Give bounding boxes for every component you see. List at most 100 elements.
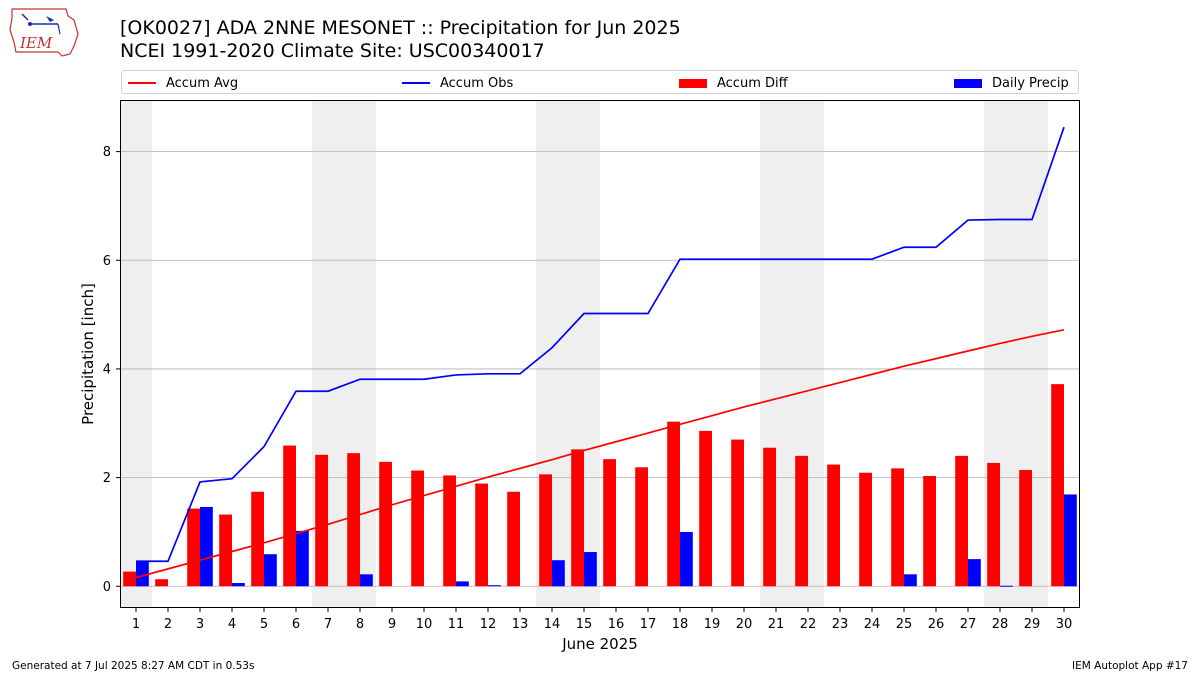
x-tick-label-17: 17	[640, 617, 657, 632]
legend-item-accum-diff: Accum Diff	[679, 74, 788, 92]
y-axis-label: Precipitation [inch]	[79, 283, 97, 425]
x-tick-label-7: 7	[324, 617, 332, 632]
legend-label-accum-diff: Accum Diff	[717, 75, 788, 91]
accum-diff-bar-22	[795, 455, 808, 587]
x-tick-label-18: 18	[672, 617, 689, 632]
legend-label-daily-precip: Daily Precip	[992, 75, 1069, 91]
x-tick-label-27: 27	[960, 617, 977, 632]
accum-diff-bar-5	[251, 491, 264, 587]
daily-precip-bar-25	[904, 574, 917, 587]
accum-diff-bar-19	[699, 430, 712, 587]
logo-text: IEM	[19, 34, 53, 52]
chart-title: [OK0027] ADA 2NNE MESONET :: Precipitati…	[120, 17, 681, 39]
app-credit: IEM Autoplot App #17	[1072, 660, 1188, 672]
accum-diff-bar-7	[315, 454, 328, 587]
daily-precip-bar-1	[136, 561, 149, 587]
daily-precip-bar-18	[680, 531, 693, 587]
generated-timestamp: Generated at 7 Jul 2025 8:27 AM CDT in 0…	[12, 660, 255, 672]
accum-diff-bar-18	[667, 421, 680, 587]
daily-precip-bar-27	[968, 559, 981, 587]
accum-diff-bar-29	[1019, 469, 1032, 587]
accum-diff-bar-30	[1051, 384, 1064, 587]
accum-diff-bar-9	[379, 461, 392, 587]
accum-diff-bar-16	[603, 459, 616, 587]
accum-diff-bar-21	[763, 447, 776, 587]
iem-logo: IEM	[9, 8, 79, 57]
x-tick-label-11: 11	[448, 617, 465, 632]
y-axis: 0 2 4 6 8	[103, 145, 120, 595]
y-tick-label-8: 8	[103, 145, 111, 160]
x-tick-label-14: 14	[544, 617, 561, 632]
x-tick-label-28: 28	[992, 617, 1009, 632]
accum-diff-bar-12	[475, 483, 488, 587]
legend-swatch-accum-obs	[402, 82, 430, 84]
x-tick-label-16: 16	[608, 617, 625, 632]
daily-precip-bar-3	[200, 506, 213, 587]
accum-diff-bar-6	[283, 445, 296, 587]
x-axis: 1 2 3 4 5 6 7 8 9 10 11 12 13 14 15 16 17 18 19 20 21 22 23 24 2…	[132, 608, 1072, 632]
accum-diff-bar-20	[731, 439, 744, 587]
legend-swatch-accum-diff	[679, 78, 707, 88]
x-tick-label-12: 12	[480, 617, 497, 632]
y-tick-label-0: 0	[103, 580, 111, 595]
x-tick-label-9: 9	[388, 617, 396, 632]
x-tick-label-19: 19	[704, 617, 721, 632]
x-tick-label-26: 26	[928, 617, 945, 632]
accum-diff-bar-23	[827, 464, 840, 587]
accum-diff-bar-11	[443, 475, 456, 587]
legend-item-accum-obs: Accum Obs	[402, 74, 513, 92]
daily-precip-bar-28	[1000, 585, 1013, 587]
accum-diff-bar-3	[187, 508, 200, 587]
daily-precip-bar-12	[488, 585, 501, 587]
daily-precip-bar-5	[264, 554, 277, 587]
daily-precip-bar-15	[584, 552, 597, 587]
x-tick-label-24: 24	[864, 617, 881, 632]
x-tick-label-29: 29	[1024, 617, 1041, 632]
legend-label-accum-obs: Accum Obs	[440, 75, 514, 91]
accum-diff-bar-4	[219, 514, 232, 587]
x-tick-label-4: 4	[228, 617, 236, 632]
daily-precip-bar-6	[296, 530, 309, 587]
x-tick-label-1: 1	[132, 617, 140, 632]
accum-diff-bar-10	[411, 470, 424, 587]
legend-item-daily-precip: Daily Precip	[954, 74, 1069, 92]
daily-precip-bar-30	[1064, 494, 1077, 587]
x-tick-label-15: 15	[576, 617, 593, 632]
y-tick-label-4: 4	[103, 362, 111, 377]
accum-diff-bar-13	[507, 491, 520, 587]
accum-diff-bar-17	[635, 467, 648, 587]
accum-diff-bar-8	[347, 453, 360, 587]
legend-item-accum-avg: Accum Avg	[128, 74, 238, 92]
accum-diff-bar-28	[987, 462, 1000, 587]
x-tick-label-2: 2	[164, 617, 172, 632]
accum-avg-line	[135, 328, 1065, 579]
x-tick-label-30: 30	[1056, 617, 1073, 632]
daily-precip-bar-11	[456, 581, 469, 587]
legend: Accum Avg Accum Obs Accum Diff Daily Pre…	[121, 70, 1079, 94]
y-tick-label-6: 6	[103, 254, 111, 269]
accum-diff-bar-26	[923, 475, 936, 587]
x-tick-label-20: 20	[736, 617, 753, 632]
chart-subtitle: NCEI 1991-2020 Climate Site: USC00340017	[120, 40, 545, 62]
daily-precip-bar-4	[232, 583, 245, 587]
accum-diff-bar-25	[891, 468, 904, 587]
accum-diff-bar-2	[155, 579, 168, 587]
legend-swatch-accum-avg	[128, 82, 156, 84]
y-tick-label-2: 2	[103, 471, 111, 486]
x-tick-label-10: 10	[416, 617, 433, 632]
x-tick-label-3: 3	[196, 617, 204, 632]
y-gridlines	[120, 151, 1080, 587]
x-tick-label-8: 8	[356, 617, 364, 632]
weekend-shade-0	[120, 100, 152, 608]
legend-label-accum-avg: Accum Avg	[166, 75, 239, 91]
accum-obs-line	[136, 126, 1065, 563]
x-tick-label-23: 23	[832, 617, 849, 632]
accum-diff-bar-15	[571, 449, 584, 587]
accum-diff-bar-24	[859, 472, 872, 587]
bars-group	[123, 384, 1077, 587]
x-tick-label-5: 5	[260, 617, 268, 632]
daily-precip-bar-8	[360, 574, 373, 587]
x-tick-label-13: 13	[512, 617, 529, 632]
accum-diff-bar-27	[955, 455, 968, 587]
